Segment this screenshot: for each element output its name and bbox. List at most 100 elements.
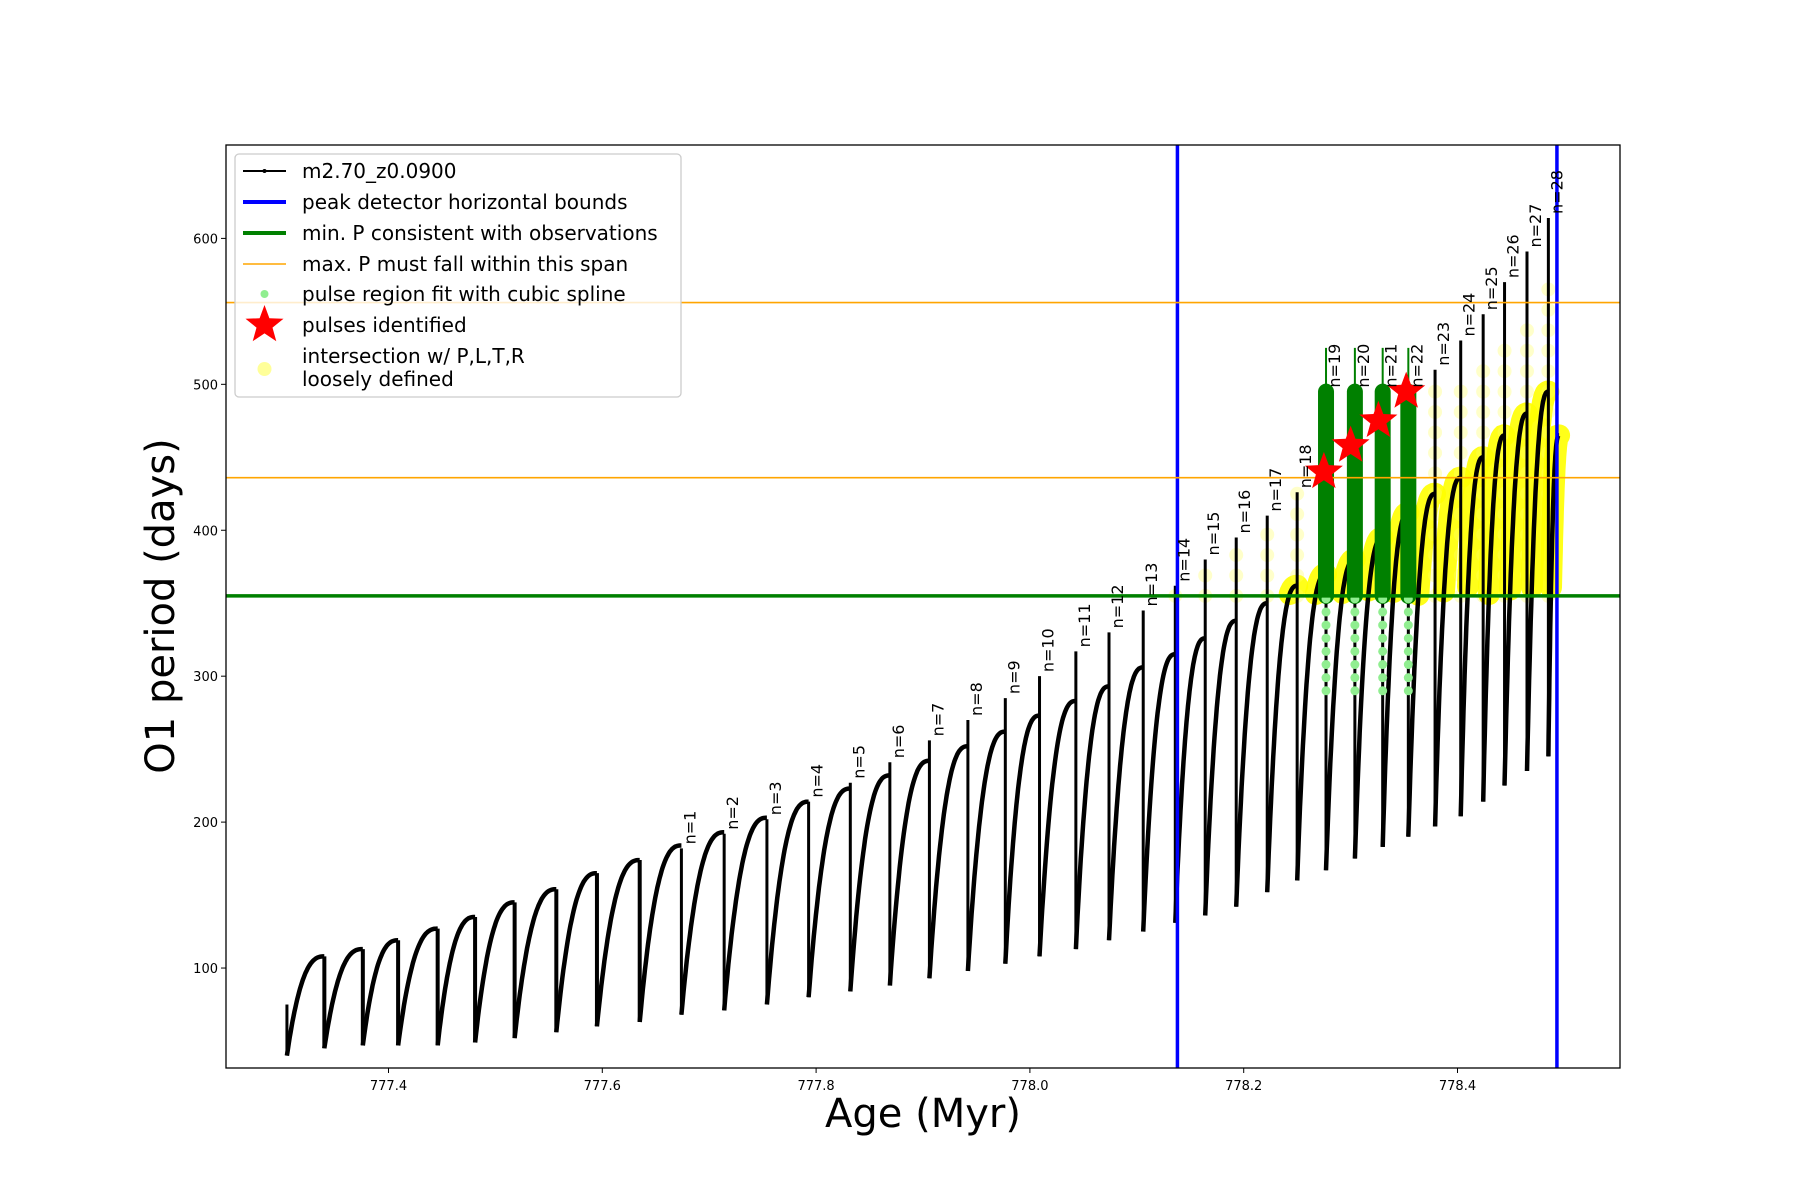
spline-dot [1378, 673, 1388, 683]
spline-dot [1350, 633, 1360, 643]
cycle-label-26: n=26 [1504, 234, 1523, 278]
cycle-label-13: n=13 [1142, 563, 1161, 607]
reference-lines [226, 145, 1620, 1068]
legend-label: min. P consistent with observations [302, 221, 658, 245]
cycle-curve [554, 870, 597, 1033]
cycle-label-18: n=18 [1296, 444, 1315, 488]
spline-dot [1350, 673, 1360, 683]
cycle-label-7: n=7 [928, 703, 947, 737]
cycle-curve [679, 830, 725, 1015]
y-axis-label: O1 period (days) [138, 438, 184, 773]
cycle-label-23: n=23 [1434, 322, 1453, 366]
spline-dot [1321, 660, 1331, 670]
spline-dot [1403, 646, 1413, 656]
cycle-label-2: n=2 [723, 796, 742, 830]
cycle-curve [472, 900, 515, 1043]
cycle-label-15: n=15 [1204, 512, 1223, 556]
cycle-label-8: n=8 [967, 682, 986, 716]
cycle-curve [1073, 684, 1109, 950]
cycle-label-16: n=16 [1235, 490, 1254, 534]
cycle-label-19: n=19 [1325, 344, 1344, 388]
cycle-curve [512, 886, 557, 1039]
cycle-curve [395, 926, 438, 1046]
spline-dot [1378, 607, 1388, 617]
cycle-curve [1458, 455, 1484, 817]
spline-dot [1350, 686, 1360, 696]
axis-ticks: 777.4 777.6 777.8 778.0 778.2 778.4 100 200 300 4… [193, 232, 1476, 1094]
x-tick-label: 778.2 [1225, 1079, 1262, 1094]
x-tick-label: 777.4 [370, 1079, 407, 1094]
cycle-curve [1037, 698, 1076, 957]
spline-dot [1403, 607, 1413, 617]
cycle-label-24: n=24 [1460, 293, 1479, 337]
cycle-label-6: n=6 [889, 725, 908, 759]
cycle-label-14: n=14 [1174, 538, 1193, 582]
spline-dot [1321, 620, 1331, 630]
spline-dot [1321, 673, 1331, 683]
cycle-curve [806, 786, 851, 998]
y-tick-label: 200 [193, 816, 218, 831]
spline-dot [1403, 660, 1413, 670]
spline-dot [1378, 620, 1388, 630]
plot-area [226, 145, 1620, 1068]
cycle-curve [435, 914, 476, 1046]
legend-label: max. P must fall within this span [302, 252, 628, 276]
legend-label: peak detector horizontal bounds [302, 190, 628, 214]
cycle-curve [721, 815, 767, 1011]
cycle-label-21: n=21 [1382, 344, 1401, 388]
pulse-star [1304, 451, 1343, 489]
cycle-curve [1294, 571, 1327, 881]
x-tick-label: 778.4 [1439, 1079, 1476, 1094]
pulse-stars [1304, 371, 1426, 489]
cycle-label-20: n=20 [1354, 344, 1373, 388]
cycle-curve [1406, 491, 1436, 837]
spline-dot [1350, 607, 1360, 617]
cycle-curve [1323, 557, 1356, 871]
cycle-curve [1480, 433, 1505, 802]
cycle-curve [1140, 652, 1176, 932]
spline-dot [1403, 620, 1413, 630]
spline-dot [1321, 686, 1331, 696]
cycle-label-3: n=3 [766, 781, 785, 815]
cycle-curve [927, 743, 968, 979]
cycle-label-10: n=10 [1039, 628, 1058, 672]
cycle-label-9: n=9 [1004, 660, 1023, 694]
y-tick-label: 100 [193, 962, 218, 977]
cycle-curve [848, 773, 890, 992]
cycle-label-11: n=11 [1075, 603, 1094, 647]
cycle-curve [322, 946, 363, 1049]
cycle-label-1: n=1 [680, 811, 699, 845]
pulse-star [1359, 400, 1398, 437]
spline-dot [1321, 633, 1331, 643]
spline-dot [1321, 646, 1331, 656]
cycle-label-22: n=22 [1407, 344, 1426, 388]
cycle-curve [1432, 475, 1461, 827]
spline-dot [1350, 620, 1360, 630]
legend-label: intersection w/ P,L,T,R [302, 344, 525, 368]
pulse-star [1331, 425, 1370, 462]
legend-label: m2.70_z0.0900 [302, 159, 457, 183]
cycle-label-27: n=27 [1526, 204, 1545, 248]
spline-dot [1378, 660, 1388, 670]
spline-dot [1403, 633, 1413, 643]
cycle-labels: n=1 n=2 n=3 n=4 n=5 n=6 n=7 n=8 n=9 n=10 n=11 n=12 n… [680, 170, 1566, 844]
legend-dot-icon [260, 290, 269, 298]
cycle-curve [1524, 389, 1549, 772]
spline-dot [1378, 686, 1388, 696]
x-tick-label: 777.6 [584, 1079, 621, 1094]
cycle-curve [887, 758, 930, 986]
y-tick-label: 300 [193, 670, 218, 685]
cycle-label-25: n=25 [1482, 266, 1501, 310]
legend-dot-icon [262, 169, 267, 173]
x-tick-label: 778.0 [1011, 1079, 1048, 1094]
y-tick-label: 600 [193, 232, 218, 247]
legend-label: loosely defined [302, 367, 454, 391]
cycle-label-28: n=28 [1547, 170, 1566, 214]
cycle-curve [1264, 583, 1298, 893]
cycle-label-17: n=17 [1266, 468, 1285, 512]
axes-frame [225, 144, 1621, 1069]
legend-label: pulse region fit with cubic spline [302, 282, 626, 306]
spline-dot [1378, 633, 1388, 643]
